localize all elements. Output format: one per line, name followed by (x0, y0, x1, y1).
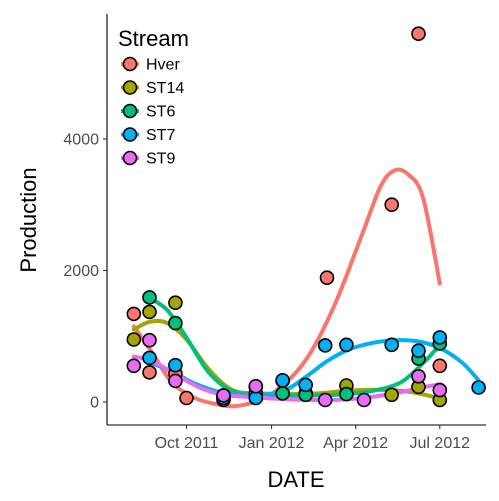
point-st14-7 (384, 387, 400, 403)
y-tick-label: 4000 (63, 131, 99, 148)
legend-item-st6: ST6 (121, 104, 175, 121)
point-hver-7 (319, 270, 335, 286)
x-axis-title: DATE (267, 467, 324, 492)
point-st7-7 (339, 337, 354, 353)
legend-label: ST14 (146, 80, 184, 97)
point-st14-1 (142, 304, 157, 320)
legend-key-point (122, 150, 138, 166)
legend-key-point (122, 127, 138, 142)
y-tick-label: 2000 (63, 263, 99, 280)
data-points (126, 26, 486, 408)
point-st7-1 (168, 357, 183, 373)
point-st7-10 (432, 330, 448, 345)
x-tick-label: Jan 2012 (239, 435, 305, 452)
legend-title: Stream (118, 26, 189, 51)
axes (106, 14, 486, 426)
point-st7-0 (142, 350, 157, 366)
point-hver-3 (179, 390, 194, 406)
legend: Stream Hver ST14 ST6 ST7 ST9 (118, 26, 189, 168)
point-st7-5 (298, 377, 314, 393)
legend-item-hver: Hver (121, 57, 180, 74)
point-st7-8 (384, 337, 400, 353)
point-st6-1 (168, 315, 183, 331)
point-st9-6 (356, 392, 372, 408)
legend-key-point (122, 80, 138, 95)
point-st9-7 (411, 368, 426, 384)
point-hver-0 (126, 306, 142, 322)
point-st9-5 (317, 392, 333, 408)
point-st6-4 (275, 386, 290, 401)
x-ticks: Oct 2011 Jan 2012 Apr 2012 Jul 2012 (155, 425, 471, 452)
x-tick-label: Apr 2012 (323, 435, 388, 452)
point-st7-6 (317, 338, 333, 353)
legend-item-st9: ST9 (121, 151, 175, 168)
point-st6-0 (142, 290, 157, 305)
point-st9-8 (432, 382, 448, 398)
point-hver-10 (432, 358, 448, 374)
legend-label: ST7 (146, 127, 175, 144)
point-st7-9 (411, 343, 426, 359)
legend-label: Hver (146, 57, 180, 74)
point-st14-0 (126, 332, 142, 347)
y-tick-label: 0 (90, 394, 99, 411)
point-st6-6 (339, 386, 354, 402)
point-st9-3 (216, 388, 231, 403)
point-st9-0 (126, 358, 142, 374)
fit-lines (131, 167, 481, 409)
point-st7-4 (275, 372, 290, 388)
point-st9-4 (248, 378, 264, 394)
legend-key-point (122, 56, 138, 72)
point-st9-1 (142, 332, 157, 348)
y-axis-title: Production (16, 167, 41, 272)
point-hver-8 (384, 197, 400, 212)
point-st9-2 (168, 373, 183, 389)
point-st14-2 (168, 295, 183, 311)
x-tick-label: Oct 2011 (155, 435, 219, 452)
legend-label: ST9 (146, 151, 175, 168)
legend-label: ST6 (146, 104, 175, 121)
legend-item-st7: ST7 (121, 127, 175, 144)
legend-key-point (122, 103, 138, 119)
x-tick-label: Jul 2012 (410, 435, 471, 452)
point-hver-1 (142, 365, 157, 380)
point-hver-9 (411, 26, 426, 42)
point-st7-11 (471, 380, 486, 395)
y-ticks: 0 2000 4000 (63, 131, 107, 411)
legend-item-st14: ST14 (121, 80, 184, 97)
